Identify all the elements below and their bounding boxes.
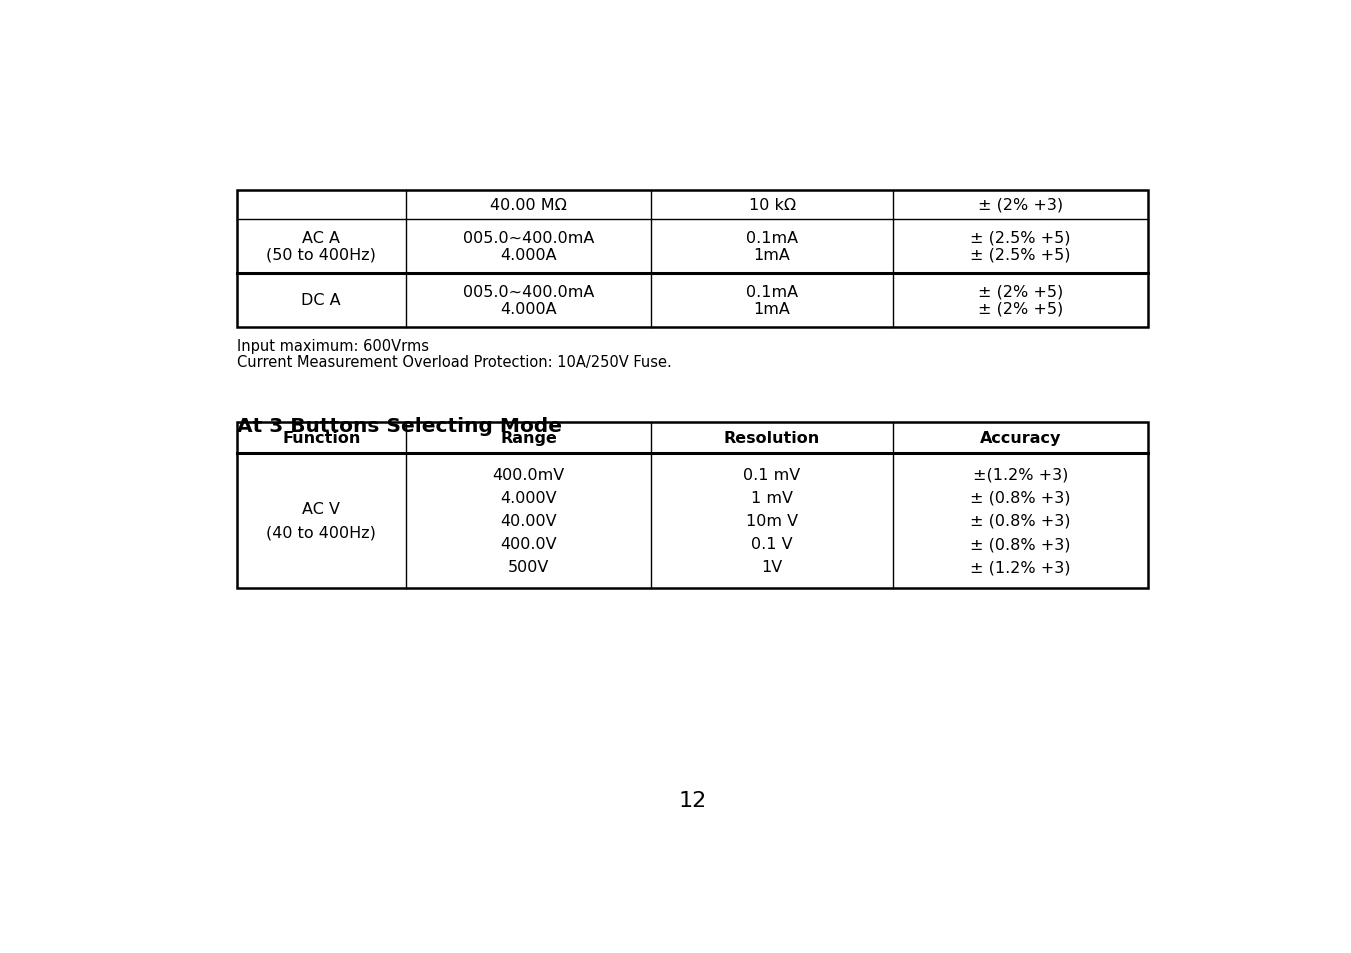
Text: 0.1 mV: 0.1 mV [743,467,801,482]
Text: Function: Function [282,431,361,446]
Text: ± (0.8% +3): ± (0.8% +3) [970,490,1070,505]
Text: 500V: 500V [508,559,549,575]
Text: ± (2% +5): ± (2% +5) [978,301,1063,316]
Text: 0.1 V: 0.1 V [751,537,793,552]
Bar [236,423,1148,588]
Text: (50 to 400Hz): (50 to 400Hz) [266,248,376,263]
Text: ± (2% +5): ± (2% +5) [978,285,1063,299]
Text: ± (1.2% +3): ± (1.2% +3) [970,559,1070,575]
Text: ± (0.8% +3): ± (0.8% +3) [970,537,1070,552]
Text: Current Measurement Overload Protection: 10A/250V Fuse.: Current Measurement Overload Protection:… [236,355,671,370]
Text: 12: 12 [678,790,707,810]
Text: AC A: AC A [303,231,340,246]
Text: 1 mV: 1 mV [751,490,793,505]
Text: 40.00 MΩ: 40.00 MΩ [490,197,567,213]
Text: ± (2.5% +5): ± (2.5% +5) [970,231,1070,246]
Text: Resolution: Resolution [724,431,820,446]
Text: 10m V: 10m V [746,514,798,528]
Text: 400.0V: 400.0V [500,537,557,552]
Text: 0.1mA: 0.1mA [746,285,798,299]
Text: AC V: AC V [303,502,340,517]
Text: 4.000A: 4.000A [500,248,557,263]
Text: 400.0mV: 400.0mV [492,467,565,482]
Text: ±(1.2% +3): ±(1.2% +3) [973,467,1067,482]
Text: Accuracy: Accuracy [979,431,1061,446]
Text: 1mA: 1mA [754,248,790,263]
Text: 40.00V: 40.00V [500,514,557,528]
Text: 10 kΩ: 10 kΩ [748,197,796,213]
Text: (40 to 400Hz): (40 to 400Hz) [266,525,376,540]
Text: At 3 Buttons Selecting Mode: At 3 Buttons Selecting Mode [236,416,562,436]
Text: 1V: 1V [762,559,782,575]
Bar [236,191,1148,328]
Text: 005.0~400.0mA: 005.0~400.0mA [463,231,594,246]
Text: 005.0~400.0mA: 005.0~400.0mA [463,285,594,299]
Text: 4.000A: 4.000A [500,301,557,316]
Text: 4.000V: 4.000V [500,490,557,505]
Text: DC A: DC A [301,293,340,308]
Text: ± (2.5% +5): ± (2.5% +5) [970,248,1070,263]
Text: ± (2% +3): ± (2% +3) [978,197,1063,213]
Text: ± (0.8% +3): ± (0.8% +3) [970,514,1070,528]
Text: 1mA: 1mA [754,301,790,316]
Text: Input maximum: 600Vrms: Input maximum: 600Vrms [236,338,430,354]
Text: 0.1mA: 0.1mA [746,231,798,246]
Text: Range: Range [500,431,557,446]
